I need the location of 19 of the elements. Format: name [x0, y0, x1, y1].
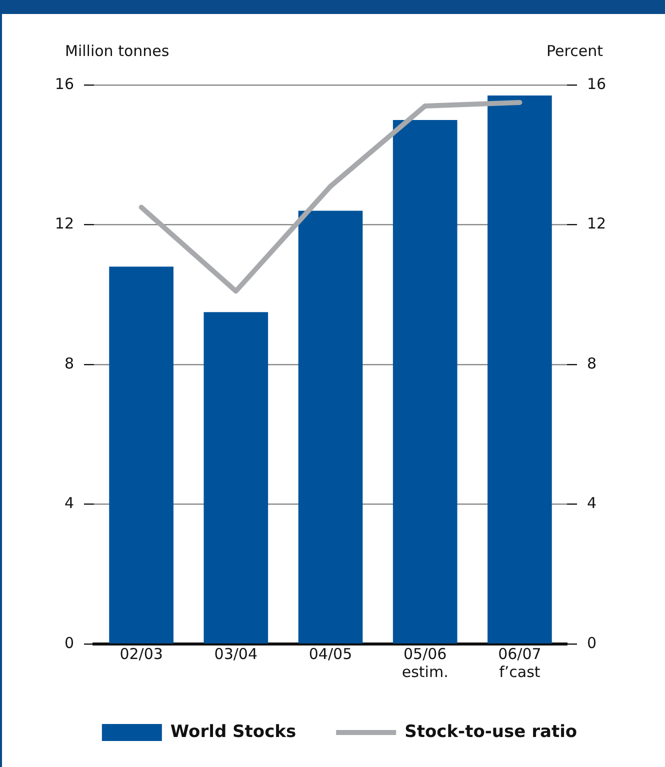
x-tick-label: 06/07 f’cast [498, 644, 542, 681]
y-tick-label: 4 [64, 494, 74, 512]
legend-label: World Stocks [170, 722, 296, 742]
y2-tick-label: 0 [587, 634, 597, 652]
y2-tick-label: 12 [587, 214, 606, 233]
y-tick-label: 12 [54, 214, 74, 233]
y-tick-label: 8 [64, 354, 74, 372]
x-tick-label: 02/03 [120, 644, 163, 663]
y-tick-label: 16 [54, 74, 74, 93]
x-tick-label: 03/04 [214, 644, 258, 663]
y2-axis-title: Percent [546, 42, 604, 60]
y2-tick-label: 4 [587, 494, 597, 512]
legend-label: Stock-to-use ratio [404, 722, 578, 742]
y2-tick-label: 16 [587, 74, 606, 93]
y2-tick-label: 8 [587, 354, 597, 372]
x-tick-label: 05/06 estim. [402, 644, 448, 681]
y-tick-label: 0 [64, 634, 74, 652]
y-axis-title: Million tonnes [65, 42, 170, 60]
x-tick-label: 04/05 [308, 644, 352, 663]
